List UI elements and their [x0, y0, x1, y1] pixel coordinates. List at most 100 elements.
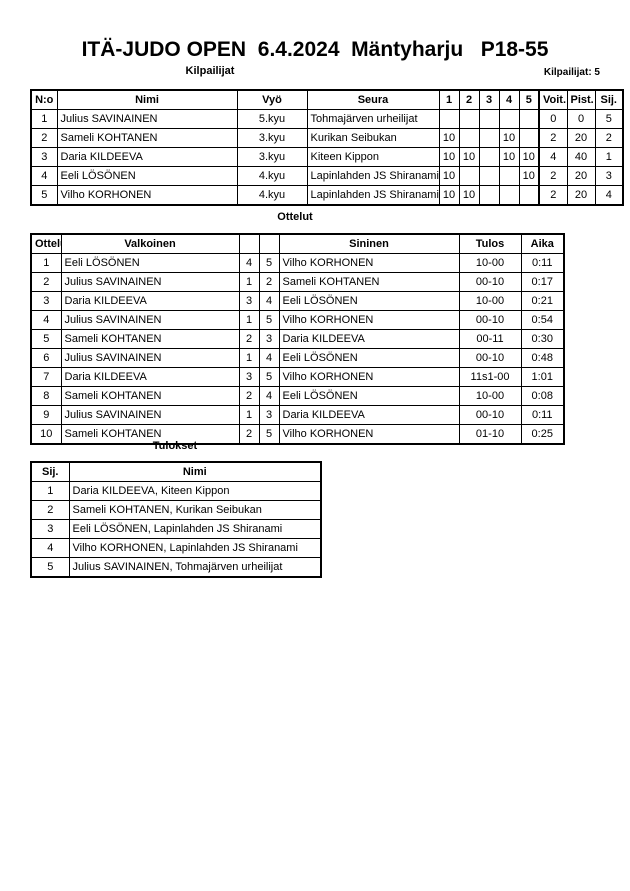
table-row: 2 Sameli KOHTANEN, Kurikan Seibukan	[30, 500, 322, 520]
cell-score-1	[438, 109, 460, 129]
cell-result: 00-10	[458, 348, 522, 368]
cell-match-no: 7	[30, 367, 62, 387]
table-row: 8 Sameli KOHTANEN 2 4 Eeli LÖSÖNEN 10-00 0:08	[30, 386, 565, 406]
cell-white-name: Julius SAVINAINEN	[60, 310, 240, 330]
matches-table: Ottelu Valkoinen Sininen Tulos Aika 1Eel…	[30, 233, 565, 445]
cell-match-no: 6	[30, 348, 62, 368]
cell-rank: 3	[594, 166, 624, 186]
table-row: 1 Julius SAVINAINEN 5.kyu Tohmajärven urhei…	[30, 109, 624, 129]
cell-blue-no: 5	[258, 424, 280, 445]
cell-score-5	[518, 128, 540, 148]
cell-result: 00-10	[458, 310, 522, 330]
cell-club: Lapinlahden JS Shiranami	[306, 166, 440, 186]
cell-result: 10-00	[458, 291, 522, 311]
column-header-opp-4: 4	[498, 89, 520, 110]
cell-blue-name: Eeli LÖSÖNEN	[278, 348, 460, 368]
cell-white-name: Julius SAVINAINEN	[60, 348, 240, 368]
table-row: 5 Vilho KORHONEN 4.kyu Lapinlahden JS Shira…	[30, 185, 624, 206]
column-header-rank: Sij.	[30, 461, 70, 482]
cell-white-no: 1	[238, 310, 260, 330]
table-row: 3 Daria KILDEEVA 3 4 Eeli LÖSÖNEN 10-00 0:21	[30, 291, 565, 311]
cell-blue-no: 5	[258, 310, 280, 330]
cell-score-1: 10	[438, 128, 460, 148]
table-row: 1 Daria KILDEEVA, Kiteen Kippon	[30, 481, 322, 501]
column-header-white-no	[238, 233, 260, 254]
column-header-result: Tulos	[458, 233, 522, 254]
cell-blue-no: 3	[258, 329, 280, 349]
table-row: 9 Julius SAVINAINEN 1 3 Daria KILDEEVA 00-10 0…	[30, 405, 565, 425]
cell-white-no: 2	[238, 329, 260, 349]
table-row: 5 Sameli KOHTANEN 2 3 Daria KILDEEVA 00-11 0:3…	[30, 329, 565, 349]
cell-belt: 4.kyu	[236, 185, 308, 206]
table-row: 10 Sameli KOHTANEN 2 5 Vilho KORHONEN 01-10 0:…	[30, 424, 565, 445]
cell-score-4: 10	[498, 147, 520, 167]
cell-match-no: 3	[30, 291, 62, 311]
cell-match-no: 2	[30, 272, 62, 292]
cell-name: Eeli LÖSÖNEN	[56, 166, 238, 186]
cell-score-3	[478, 147, 500, 167]
cell-points: 20	[566, 166, 596, 186]
cell-time: 0:17	[520, 272, 565, 292]
club-text: Kurikan Seibukan	[310, 132, 397, 144]
cell-match-no: 8	[30, 386, 62, 406]
page-title: ITÄ-JUDO OPEN 6.4.2024 Mäntyharju P18-55	[81, 38, 549, 61]
cell-rank: 1	[594, 147, 624, 167]
cell-wins: 2	[538, 128, 568, 148]
table-row: 3 Daria KILDEEVA 3.kyu Kiteen Kippon 10 10 10 1…	[30, 147, 624, 167]
cell-points: 20	[566, 185, 596, 206]
cell-score-2	[458, 166, 480, 186]
column-header-blue: Sininen	[278, 233, 460, 254]
cell-white-name: Julius SAVINAINEN	[60, 405, 240, 425]
cell-score-3	[478, 109, 500, 129]
cell-belt: 3.kyu	[236, 147, 308, 167]
cell-white-name: Daria KILDEEVA	[60, 367, 240, 387]
cell-result: 10-00	[458, 253, 522, 273]
column-header-opp-1: 1	[438, 89, 460, 110]
cell-score-1: 10	[438, 166, 460, 186]
cell-blue-name: Daria KILDEEVA	[278, 329, 460, 349]
cell-time: 0:08	[520, 386, 565, 406]
cell-rank: 5	[594, 109, 624, 129]
cell-score-4: 10	[498, 128, 520, 148]
cell-white-no: 4	[238, 253, 260, 273]
cell-time: 0:48	[520, 348, 565, 368]
table-row: 1 Eeli LÖSÖNEN 4 5 Vilho KORHONEN 10-00 0:11	[30, 253, 565, 273]
cell-time: 0:54	[520, 310, 565, 330]
cell-blue-no: 4	[258, 386, 280, 406]
cell-score-4	[498, 109, 520, 129]
cell-score-3	[478, 166, 500, 186]
cell-match-no: 5	[30, 329, 62, 349]
column-header-club: Seura	[306, 89, 440, 110]
cell-rank: 2	[594, 128, 624, 148]
cell-match-no: 1	[30, 253, 62, 273]
club-text: Tohmajärven urheilijat	[310, 113, 418, 125]
cell-wins: 0	[538, 109, 568, 129]
cell-time: 0:21	[520, 291, 565, 311]
cell-blue-name: Vilho KORHONEN	[278, 253, 460, 273]
competitor-count-label: Kilpailijat: 5	[543, 67, 600, 78]
club-text: Lapinlahden JS Shiranami	[310, 189, 439, 201]
cell-club: Lapinlahden JS Shiranami	[306, 185, 440, 206]
cell-no: 1	[30, 109, 58, 129]
cell-name: Vilho KORHONEN, Lapinlahden JS Shiranami	[68, 538, 322, 558]
cell-club: Tohmajärven urheilijat	[306, 109, 440, 129]
table-row: 2 Sameli KOHTANEN 3.kyu Kurikan Seibukan 10 1…	[30, 128, 624, 148]
cell-no: 2	[30, 128, 58, 148]
club-text: Kiteen Kippon	[310, 151, 380, 163]
cell-club: Kiteen Kippon	[306, 147, 440, 167]
column-header-opp-2: 2	[458, 89, 480, 110]
cell-rank: 4	[30, 538, 70, 558]
cell-name: Sameli KOHTANEN	[56, 128, 238, 148]
column-header-time: Aika	[520, 233, 565, 254]
cell-wins: 2	[538, 185, 568, 206]
cell-club: Kurikan Seibukan	[306, 128, 440, 148]
cell-rank: 1	[30, 481, 70, 501]
cell-rank: 5	[30, 557, 70, 578]
cell-rank: 4	[594, 185, 624, 206]
column-header-opp-3: 3	[478, 89, 500, 110]
cell-white-no: 2	[238, 386, 260, 406]
cell-name: Vilho KORHONEN	[56, 185, 238, 206]
cell-score-5	[518, 109, 540, 129]
table-row: 6 Julius SAVINAINEN 1 4 Eeli LÖSÖNEN 00-10 0:4…	[30, 348, 565, 368]
cell-score-5	[518, 185, 540, 206]
